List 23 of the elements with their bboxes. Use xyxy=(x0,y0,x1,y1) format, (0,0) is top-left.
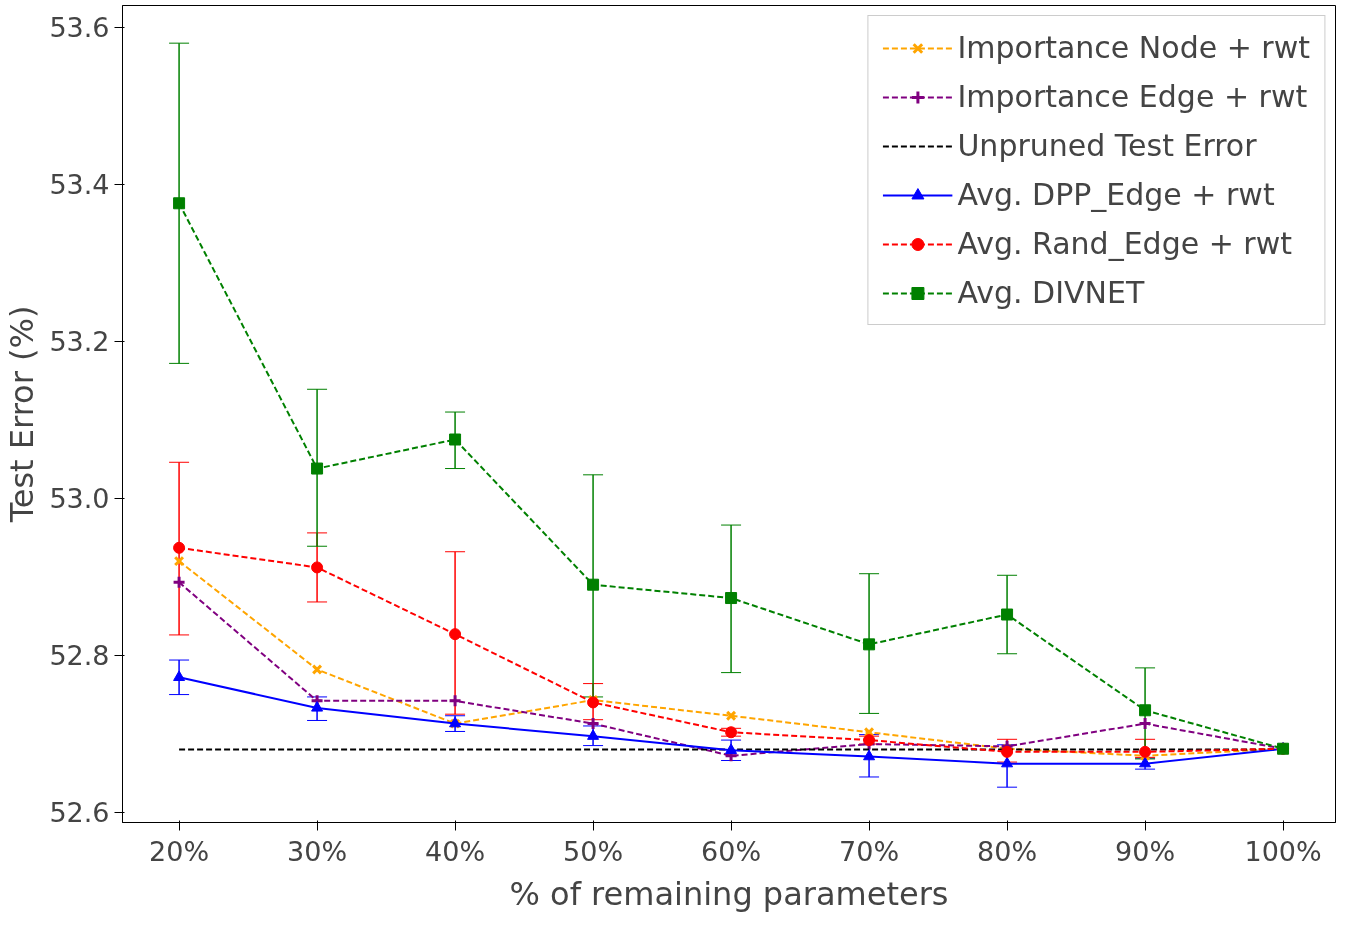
legend-label: Avg. DPP_Edge + rwt xyxy=(957,177,1275,212)
x-tick-label: 20% xyxy=(149,835,210,867)
y-tick-label: 52.8 xyxy=(49,640,110,672)
legend-label: Avg. DIVNET xyxy=(957,275,1145,310)
y-tick-label: 53.6 xyxy=(49,12,110,44)
x-tick-label: 60% xyxy=(701,835,762,867)
y-tick-label: 53.0 xyxy=(49,483,110,515)
legend-label: Importance Node + rwt xyxy=(957,30,1310,65)
y-tick-label: 53.2 xyxy=(49,326,110,358)
x-tick-label: 30% xyxy=(287,835,348,867)
y-tick-label: 53.4 xyxy=(49,169,110,201)
x-tick-label: 90% xyxy=(1115,835,1176,867)
y-axis-title: Test Error (%) xyxy=(3,305,42,524)
x-tick-label: 70% xyxy=(839,835,900,867)
x-tick-label: 80% xyxy=(977,835,1038,867)
legend-label: Avg. Rand_Edge + rwt xyxy=(957,226,1293,261)
x-tick-label: 50% xyxy=(563,835,624,867)
y-tick-label: 52.6 xyxy=(49,797,110,829)
x-axis-title: % of remaining parameters xyxy=(509,874,949,913)
x-tick-label: 40% xyxy=(425,835,486,867)
legend-label: Unpruned Test Error xyxy=(957,128,1257,163)
legend-label: Importance Edge + rwt xyxy=(957,79,1308,114)
x-tick-label: 100% xyxy=(1244,835,1322,867)
